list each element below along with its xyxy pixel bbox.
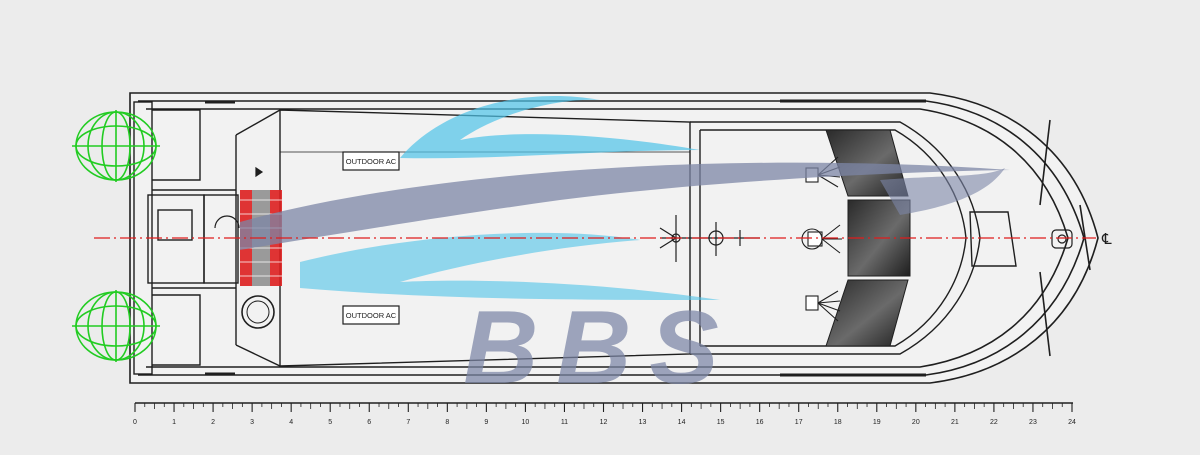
scale-tick-label: 1: [172, 419, 176, 426]
scale-tick-label: 23: [1029, 419, 1037, 426]
scale-tick-label: 10: [522, 419, 530, 426]
watermark-swoosh-blue-lower: [300, 232, 720, 300]
scale-tick-label: 12: [600, 419, 608, 426]
scale-tick-label: 7: [406, 419, 410, 426]
scale-tick-label: 16: [756, 419, 764, 426]
scale-tick-label: 11: [561, 419, 568, 426]
watermark-swoosh-gray: [240, 162, 1010, 250]
scale-tick-label: 4: [289, 419, 293, 426]
scale-tick-label: 21: [951, 419, 959, 426]
scale-tick-label: 3: [250, 419, 254, 426]
outdoor-ac-bottom: OUTDOOR AC: [342, 305, 400, 325]
propeller-port: [72, 110, 160, 182]
scale-tick-label: 9: [484, 419, 488, 426]
outdoor-ac-top: OUTDOOR AC: [342, 151, 400, 171]
bbs-watermark-logo: BBS: [240, 96, 1010, 406]
scale-tick-label: 20: [912, 419, 920, 426]
watermark-swoosh-gray-tail: [880, 168, 1005, 215]
propeller-starboard: [72, 290, 160, 362]
scale-tick-label: 19: [873, 419, 881, 426]
foredeck-hatch: [969, 211, 1017, 267]
stern-fittings: [205, 100, 264, 376]
scale-tick-label: 18: [834, 419, 842, 426]
helm-seats: [801, 156, 842, 322]
scale-tick-label: 2: [211, 419, 215, 426]
scale-ruler: 0 1 2 3 4 5 6 7 8 9 10 11 12 13 14 15 16 17 18 19 20 21 22 23 24: [133, 402, 1076, 426]
scale-tick-label: 5: [328, 419, 332, 426]
deck-hatch: [241, 295, 275, 329]
scale-tick-label: 13: [639, 419, 647, 426]
centerline-symbol: ℄: [1101, 231, 1112, 248]
outdoor-ac-top-label: OUTDOOR AC: [346, 157, 397, 166]
scale-tick-label: 17: [795, 419, 803, 426]
scale-tick-label: 22: [990, 419, 998, 426]
scale-tick-label: 0: [133, 419, 137, 426]
scale-tick-label: 8: [445, 419, 449, 426]
scale-tick-label: 24: [1068, 419, 1076, 426]
watermark-swoosh-blue-upper: [400, 96, 700, 159]
scale-tick-label: 14: [678, 419, 686, 426]
watermark-text: BBS: [463, 290, 737, 406]
scale-tick-label: 6: [367, 419, 371, 426]
outdoor-ac-bottom-label: OUTDOOR AC: [346, 311, 397, 320]
bow-fitting: [1051, 229, 1073, 249]
scale-tick-label: 15: [717, 419, 725, 426]
